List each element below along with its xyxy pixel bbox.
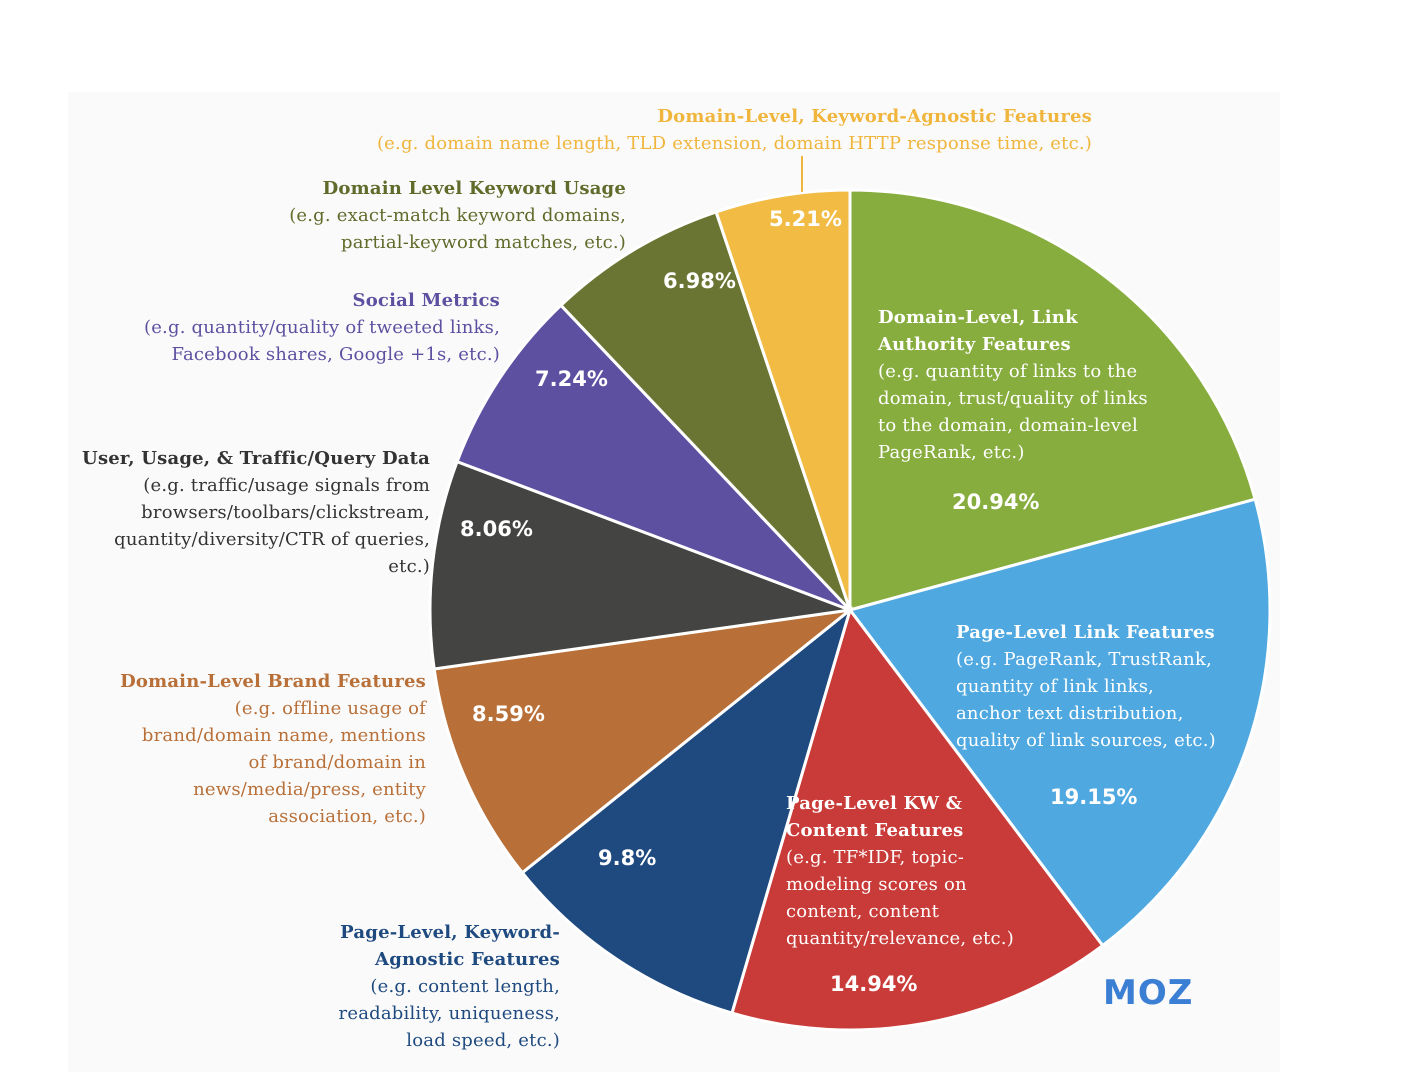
pie-slice bbox=[520, 605, 853, 1015]
label-desc-line: association, etc.) bbox=[268, 806, 426, 827]
label-user-usage-traffic: User, Usage, & Traffic/Query Data (e.g. … bbox=[82, 445, 430, 580]
label-page-keyword-agnostic: Page-Level, Keyword-Agnostic Features (e… bbox=[320, 919, 560, 1054]
label-title: Social Metrics bbox=[352, 290, 500, 311]
moz-logo: MOZ bbox=[1103, 973, 1194, 1013]
label-social-metrics: Social Metrics (e.g. quantity/quality of… bbox=[144, 287, 500, 368]
label-desc-line: (e.g. domain name length, TLD extension,… bbox=[376, 133, 1092, 154]
label-desc-line: quality of link sources, etc.) bbox=[956, 730, 1216, 751]
label-title: Domain-Level, Link Authority Features bbox=[878, 307, 1078, 355]
label-desc-line: (e.g. quantity/quality of tweeted links, bbox=[143, 317, 500, 338]
pie-slice bbox=[847, 497, 1272, 948]
pct-label-8-06: 8.06% bbox=[460, 517, 533, 541]
label-desc-line: content, content bbox=[786, 901, 940, 922]
pie-slice bbox=[558, 210, 852, 612]
label-desc-line: modeling scores on bbox=[786, 874, 967, 895]
label-desc-line: news/media/press, entity bbox=[193, 779, 426, 800]
label-desc-line: partial-keyword matches, etc.) bbox=[341, 232, 626, 253]
label-desc-line: (e.g. TF*IDF, topic- bbox=[786, 847, 965, 868]
label-desc-line: load speed, etc.) bbox=[406, 1030, 560, 1051]
label-page-kw-content: Page-Level KW & Content Features (e.g. T… bbox=[786, 790, 1014, 952]
label-desc-line: browsers/toolbars/clickstream, bbox=[141, 502, 430, 523]
label-desc-line: domain, trust/quality of links bbox=[878, 388, 1148, 409]
label-desc-line: anchor text distribution, bbox=[956, 703, 1184, 724]
label-desc-line: (e.g. exact-match keyword domains, bbox=[289, 205, 626, 226]
pie-chart bbox=[428, 156, 1272, 1032]
pie-slice bbox=[730, 606, 1105, 1032]
pie-slice bbox=[432, 607, 856, 875]
label-desc-line: PageRank, etc.) bbox=[878, 442, 1025, 463]
label-desc-line: of brand/domain in bbox=[248, 752, 426, 773]
label-desc-line: (e.g. traffic/usage signals from bbox=[143, 475, 430, 496]
label-desc-line: (e.g. PageRank, TrustRank, bbox=[956, 649, 1213, 670]
label-desc-line: (e.g. content length, bbox=[370, 976, 560, 997]
pct-label-5-21: 5.21% bbox=[769, 207, 842, 231]
label-desc-line: quantity/relevance, etc.) bbox=[786, 928, 1014, 949]
pct-label-6-98: 6.98% bbox=[663, 269, 736, 293]
label-desc-line: Facebook shares, Google +1s, etc.) bbox=[171, 344, 500, 365]
pie-slice bbox=[428, 459, 851, 671]
pct-label-7-24: 7.24% bbox=[535, 367, 608, 391]
label-domain-keyword-agnostic: Domain-Level, Keyword-Agnostic Features … bbox=[377, 103, 1092, 157]
pct-label-8-59: 8.59% bbox=[472, 702, 545, 726]
label-desc-line: to the domain, domain-level bbox=[878, 415, 1138, 436]
label-desc-line: quantity/diversity/CTR of queries, bbox=[114, 529, 430, 550]
label-desc-line: brand/domain name, mentions bbox=[141, 725, 426, 746]
label-title: Domain-Level Brand Features bbox=[120, 671, 426, 692]
pct-label-19-15: 19.15% bbox=[1050, 785, 1138, 809]
pct-label-20-94: 20.94% bbox=[952, 490, 1040, 514]
label-title: Domain-Level, Keyword-Agnostic Features bbox=[657, 106, 1092, 127]
label-title: Page-Level, Keyword-Agnostic Features bbox=[340, 922, 560, 970]
chart-area bbox=[68, 92, 1280, 1072]
label-domain-link-authority: Domain-Level, Link Authority Features (e… bbox=[878, 304, 1148, 466]
label-domain-keyword-usage: Domain Level Keyword Usage (e.g. exact-m… bbox=[289, 175, 626, 256]
label-desc-line: quantity of link links, bbox=[956, 676, 1155, 697]
pie-slice bbox=[455, 303, 852, 612]
label-title: Domain Level Keyword Usage bbox=[322, 178, 626, 199]
label-title: User, Usage, & Traffic/Query Data bbox=[82, 448, 430, 469]
pct-label-9-8: 9.8% bbox=[598, 846, 657, 870]
pie-slice bbox=[714, 188, 852, 611]
label-desc-line: (e.g. quantity of links to the bbox=[878, 361, 1138, 382]
label-desc-line: etc.) bbox=[388, 556, 430, 577]
label-page-link: Page-Level Link Features (e.g. PageRank,… bbox=[956, 619, 1216, 754]
label-domain-brand: Domain-Level Brand Features (e.g. offlin… bbox=[120, 668, 426, 830]
label-desc-line: (e.g. offline usage of bbox=[234, 698, 426, 719]
pct-label-14-94: 14.94% bbox=[830, 972, 918, 996]
label-desc-line: readability, uniqueness, bbox=[338, 1003, 560, 1024]
label-title: Page-Level KW & Content Features bbox=[786, 793, 964, 841]
label-title: Page-Level Link Features bbox=[956, 622, 1215, 643]
pie-slice bbox=[848, 188, 1257, 612]
